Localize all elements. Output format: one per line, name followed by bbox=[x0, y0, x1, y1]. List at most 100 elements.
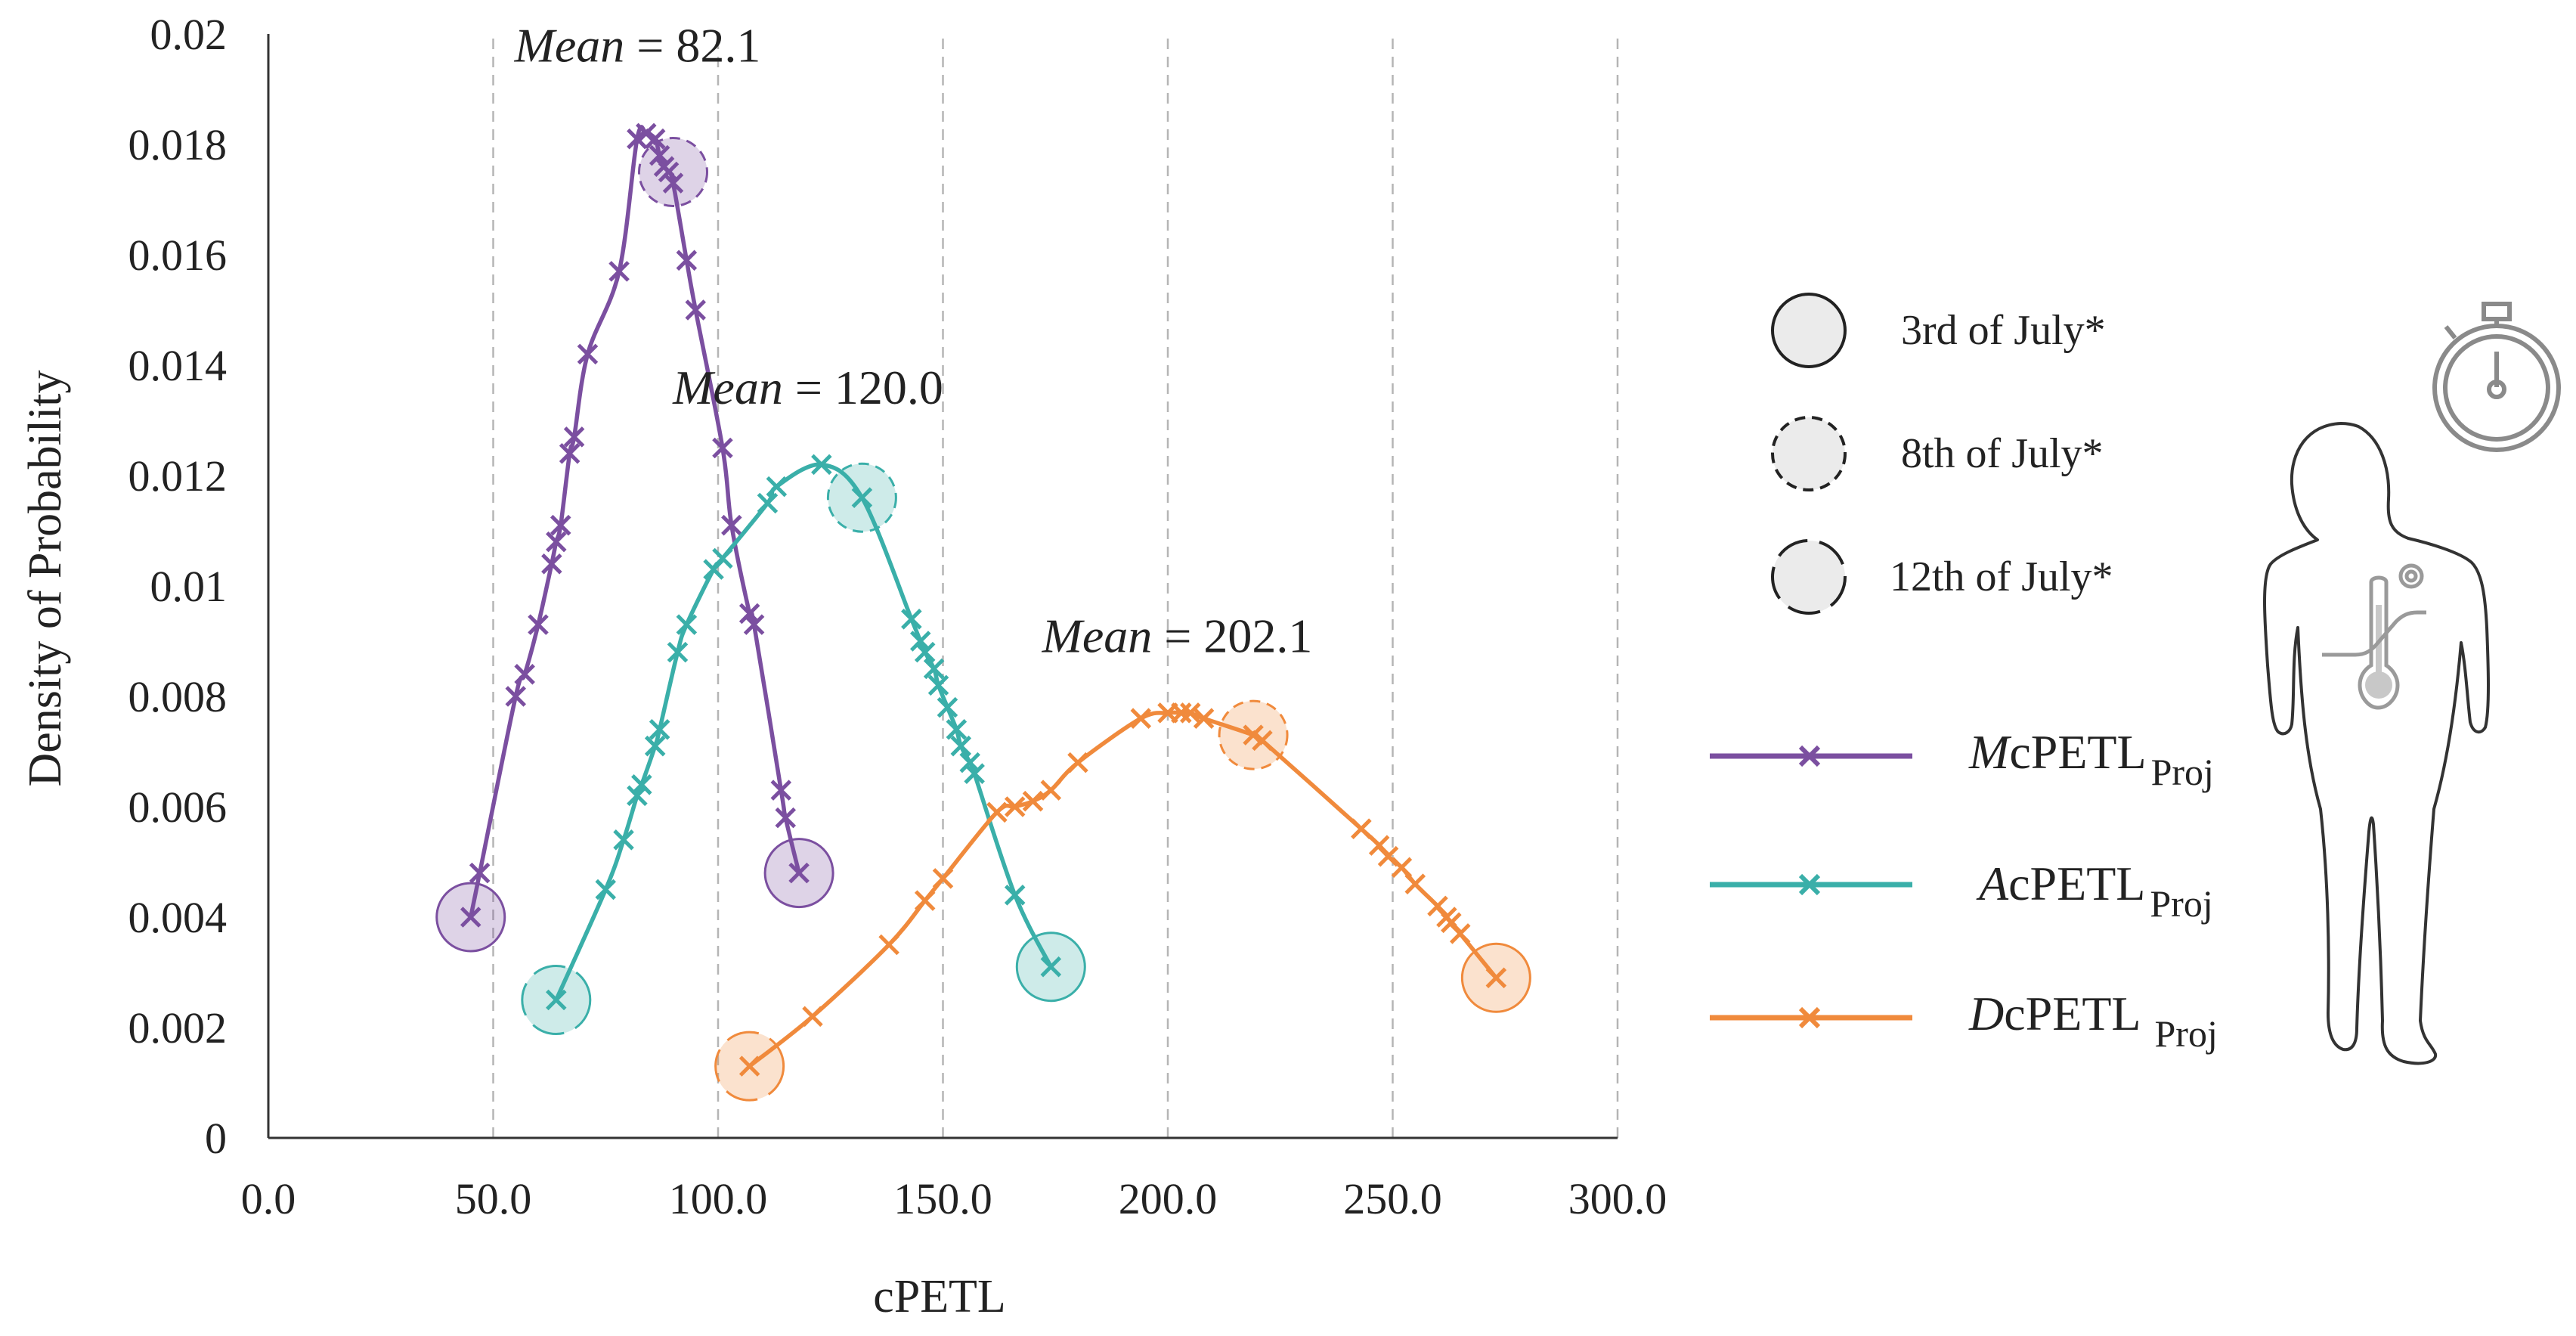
data-point-cross bbox=[775, 807, 797, 829]
mean-label-word: Mean bbox=[1042, 609, 1153, 663]
x-tick-label: 200.0 bbox=[1119, 1174, 1218, 1223]
y-tick-label: 0.008 bbox=[128, 672, 228, 721]
y-tick-label: 0.004 bbox=[128, 893, 228, 942]
data-point-cross bbox=[1171, 702, 1192, 724]
data-point-cross bbox=[901, 609, 922, 630]
legend-label-m: McPETL Proj bbox=[1968, 725, 2214, 793]
data-point-cross bbox=[1179, 702, 1201, 724]
data-point-cross bbox=[788, 862, 810, 884]
data-point-cross bbox=[649, 144, 670, 166]
data-point-cross bbox=[738, 1055, 760, 1077]
data-point-cross bbox=[1193, 708, 1215, 729]
data-point-cross bbox=[460, 907, 481, 928]
data-point-cross bbox=[932, 868, 954, 889]
data-point-cross bbox=[550, 514, 571, 536]
data-point-cross bbox=[1004, 885, 1026, 906]
data-point-cross bbox=[712, 547, 733, 569]
y-tick-label: 0.014 bbox=[128, 341, 228, 390]
grid-lines bbox=[492, 38, 1619, 1138]
axes: 0.0 50.0 100.0 150.0 200.0 250.0 300.0 0 0.002 0.… bbox=[128, 10, 1667, 1223]
date-legend-label-12th: 12th of July* bbox=[1890, 553, 2113, 600]
data-point-cross bbox=[667, 641, 689, 663]
data-point-cross bbox=[1351, 818, 1372, 839]
legend-circle-long-dashed-icon bbox=[1771, 539, 1847, 615]
legend-cross-icon-d bbox=[1798, 1006, 1821, 1029]
data-point-cross bbox=[1067, 752, 1088, 773]
data-point-cross bbox=[811, 454, 832, 476]
series-line bbox=[748, 710, 1498, 1068]
data-point-cross bbox=[878, 934, 899, 956]
data-point-cross bbox=[964, 763, 985, 784]
series-legend-item-d: DcPETL Proj bbox=[1710, 987, 2218, 1055]
data-point-cross bbox=[613, 829, 634, 851]
data-point-cross bbox=[546, 531, 567, 553]
y-tick-label: 0.002 bbox=[128, 1003, 228, 1052]
mean-label: Mean = 82.1 bbox=[514, 19, 761, 73]
y-tick-label: 0 bbox=[205, 1114, 227, 1163]
data-point-cross bbox=[721, 514, 742, 536]
data-point-cross bbox=[1252, 730, 1273, 752]
data-point-cross bbox=[909, 631, 931, 652]
data-point-cross bbox=[851, 487, 873, 508]
y-axis-title: Density of Probability bbox=[20, 370, 71, 786]
x-tick-label: 150.0 bbox=[893, 1174, 992, 1223]
x-tick-label: 50.0 bbox=[455, 1174, 532, 1223]
date-circle-marker bbox=[638, 137, 708, 207]
data-point-cross bbox=[1130, 708, 1152, 729]
x-tick-label: 0.0 bbox=[241, 1174, 296, 1223]
data-point-cross bbox=[1404, 873, 1426, 894]
x-tick-label: 300.0 bbox=[1568, 1174, 1667, 1223]
mean-label-value: = 82.1 bbox=[624, 19, 760, 73]
mean-label-word: Mean bbox=[514, 19, 625, 73]
stopwatch-icon bbox=[2432, 302, 2561, 452]
legend-label-d: DcPETL Proj bbox=[1968, 987, 2218, 1055]
data-point-cross bbox=[946, 719, 968, 740]
y-tick-label: 0.012 bbox=[128, 451, 228, 501]
data-point-cross bbox=[631, 774, 652, 795]
data-point-cross bbox=[649, 719, 670, 740]
data-point-cross bbox=[1022, 790, 1044, 812]
data-point-cross bbox=[662, 172, 684, 194]
legend-circle-dashed-icon bbox=[1771, 416, 1847, 491]
data-point-cross bbox=[1040, 956, 1062, 978]
y-tick-label: 0.02 bbox=[150, 10, 228, 59]
data-point-cross bbox=[986, 801, 1008, 823]
data-point-cross bbox=[743, 614, 765, 635]
legend-cross-icon-m bbox=[1798, 745, 1821, 767]
x-axis-title: cPETL bbox=[873, 1271, 1006, 1322]
data-point-cross bbox=[959, 752, 980, 773]
data-point-cross bbox=[563, 426, 585, 448]
data-point-cross bbox=[757, 492, 779, 514]
data-point-cross bbox=[627, 785, 648, 807]
date-legend: 3rd of July* 8th of July* 12th of July* bbox=[1771, 293, 2113, 615]
data-point-cross bbox=[927, 674, 949, 696]
data-point-cross bbox=[923, 658, 945, 680]
data-point-cross bbox=[685, 299, 707, 321]
data-point-cross bbox=[676, 250, 698, 271]
data-point-cross bbox=[1391, 857, 1413, 879]
data-point-cross bbox=[1004, 796, 1026, 817]
series-layer bbox=[435, 122, 1531, 1102]
data-point-cross bbox=[546, 989, 567, 1011]
mean-label: Mean = 120.0 bbox=[672, 361, 943, 414]
date-legend-item-3rd: 3rd of July* bbox=[1771, 293, 2106, 368]
series-line bbox=[554, 462, 1053, 1001]
x-tick-label: 100.0 bbox=[669, 1174, 768, 1223]
data-point-cross bbox=[914, 641, 936, 663]
data-point-cross bbox=[1040, 780, 1062, 801]
series-legend-item-m: McPETL Proj bbox=[1710, 725, 2214, 793]
series-d bbox=[714, 699, 1531, 1102]
y-tick-label: 0.006 bbox=[128, 783, 228, 832]
series-legend: McPETL Proj AcPETL Proj DcPETL Proj bbox=[1710, 725, 2218, 1055]
data-point-cross bbox=[595, 879, 617, 900]
legend-label-a: AcPETL Proj bbox=[1976, 857, 2213, 925]
data-point-cross bbox=[559, 443, 581, 464]
data-point-cross bbox=[937, 696, 958, 718]
mean-label-value: = 120.0 bbox=[783, 361, 943, 414]
mean-label: Mean = 202.1 bbox=[1042, 609, 1313, 663]
data-point-cross bbox=[514, 664, 535, 685]
data-point-cross bbox=[528, 614, 549, 635]
mean-label-word: Mean bbox=[672, 361, 783, 414]
data-point-cross bbox=[608, 261, 630, 282]
